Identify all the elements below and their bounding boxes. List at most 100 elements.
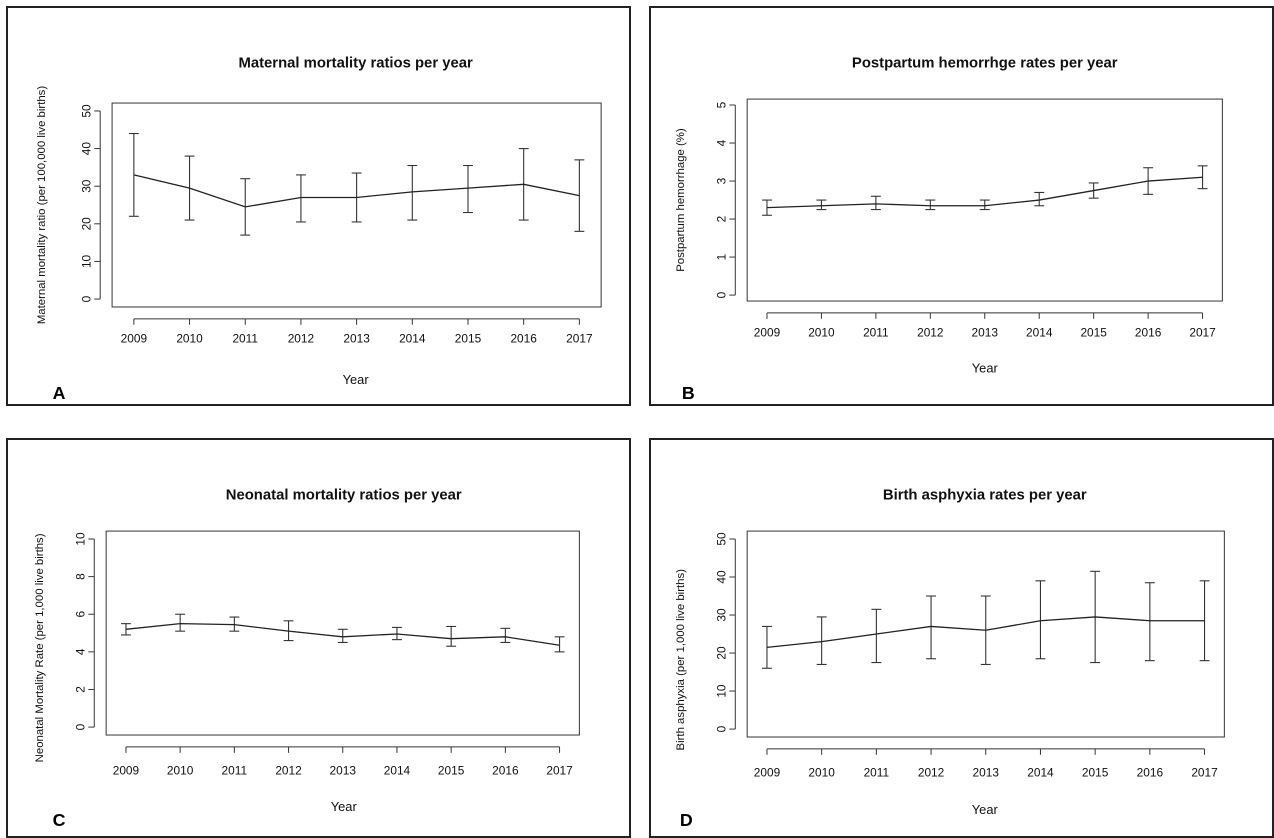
chart-title: Maternal mortality ratios per year [238,55,473,71]
error-bar [463,164,473,214]
y-tick-label: 40 [79,142,93,156]
chart-a: Maternal mortality ratios per year 2009 2… [36,55,602,403]
x-tick-label: 2012 [918,766,944,780]
y-tick-label: 50 [714,532,728,546]
x-tick-label: 2016 [510,332,537,346]
x-tick-label: 2009 [754,766,781,780]
y-tick-label: 40 [714,570,728,584]
y-tick-label: 10 [714,684,728,698]
y-tick-label: 1 [714,253,728,260]
series [762,165,1208,216]
error-bar [295,174,306,223]
error-bar [446,625,457,647]
error-bar [337,628,348,643]
y-tick-label: 4 [73,648,87,655]
x-tick-label: 2012 [288,332,314,346]
x-tick-label: 2010 [808,766,835,780]
x-tick-label: 2011 [232,332,258,346]
plot-frame [746,530,1225,738]
x-tick-label: 2016 [492,764,519,778]
y-tick-label: 2 [73,686,87,693]
x-tick-label: 2015 [1080,326,1107,340]
x-tick-label: 2015 [438,764,465,778]
chart-title: Birth asphyxia rates per year [883,487,1087,503]
x-axis-label: Year [972,360,999,375]
panel-b: Postpartum hemorrhge rates per year 2009… [649,6,1274,406]
series [762,570,1210,669]
plot-frame [746,98,1223,302]
y-axis-label: Neonatal Mortality Rate (per 1,000 live … [34,533,46,762]
y-tick-label: 4 [714,139,728,146]
y-tick-label: 2 [714,216,728,223]
y-tick-label: 0 [714,725,728,732]
y-tick-label: 6 [73,611,87,618]
series [120,613,565,653]
x-tick-label: 2013 [972,326,999,340]
error-bar [1034,191,1045,207]
y-tick-label: 0 [73,723,87,730]
chart-b: Postpartum hemorrhge rates per year 2009… [675,55,1223,403]
x-tick-label: 2011 [863,326,889,340]
series-line [133,174,580,208]
axes: 2009 2010 2011 2012 2013 2014 2015 2016 2017 0 2 4 6… [73,532,572,778]
panel-d: Birth asphyxia rates per year 2009 2010 20… [649,438,1274,838]
axes: 2009 2010 2011 2012 2013 2014 2015 2016 2017 0 1 2 3… [714,101,1215,339]
error-bar [175,613,186,632]
error-bar [120,623,131,636]
axes: 2009 2010 2011 2012 2013 2014 2015 2016 2017 0 10 2… [79,104,592,346]
x-tick-label: 2017 [1191,766,1217,780]
x-tick-label: 2009 [121,332,148,346]
y-tick-label: 30 [714,608,728,622]
error-bar [926,595,937,660]
y-tick-label: 10 [79,254,93,268]
panel-a: Maternal mortality ratios per year 2009 2… [6,6,631,406]
error-bar [870,195,881,211]
panel-letter: D [680,810,693,830]
x-tick-label: 2015 [455,332,482,346]
x-tick-label: 2014 [399,332,426,346]
x-tick-label: 2011 [864,766,890,780]
x-tick-label: 2017 [1189,326,1215,340]
error-bar [871,608,882,664]
x-tick-label: 2010 [176,332,203,346]
error-bar [500,627,511,643]
chart-d: Birth asphyxia rates per year 2009 2010 20… [675,487,1225,830]
x-tick-label: 2014 [1027,766,1054,780]
y-tick-label: 50 [79,104,93,118]
series-line [766,176,1203,209]
y-axis-label: Postpartum hemorrhage (%) [675,128,687,272]
x-tick-label: 2017 [546,764,572,778]
x-tick-label: 2011 [222,764,248,778]
y-tick-label: 3 [714,177,728,184]
x-tick-label: 2016 [1137,766,1164,780]
chart-title: Postpartum hemorrhge rates per year [852,55,1118,71]
panel-letter: A [53,383,66,403]
series-line [766,616,1205,648]
x-tick-label: 2017 [566,332,592,346]
x-tick-label: 2014 [1026,326,1053,340]
x-tick-label: 2012 [275,764,301,778]
x-tick-label: 2012 [917,326,943,340]
error-bar [925,199,936,211]
y-tick-label: 0 [79,295,93,302]
x-axis-label: Year [972,802,999,817]
axes: 2009 2010 2011 2012 2013 2014 2015 2016 2017 0 10 2… [714,532,1217,780]
y-tick-label: 8 [73,573,87,580]
series [128,132,585,236]
x-tick-label: 2009 [113,764,140,778]
chart-title: Neonatal mortality ratios per year [226,487,462,503]
error-bar [1035,580,1046,660]
y-axis-label: Birth asphyxia (per 1,000 live births) [675,569,687,751]
x-tick-label: 2014 [384,764,411,778]
y-tick-label: 0 [714,291,728,298]
y-tick-label: 10 [73,532,87,546]
chart-c: Neonatal mortality ratios per year 2009 2… [34,487,580,830]
error-bar [554,636,565,653]
error-bar [1197,165,1208,190]
y-axis-label: Maternal mortality ratio (per 100,000 li… [36,86,48,325]
x-tick-label: 2013 [973,766,1000,780]
error-bar [574,159,585,232]
plot-frame [105,530,580,736]
y-tick-label: 5 [714,101,728,108]
x-tick-label: 2015 [1082,766,1109,780]
